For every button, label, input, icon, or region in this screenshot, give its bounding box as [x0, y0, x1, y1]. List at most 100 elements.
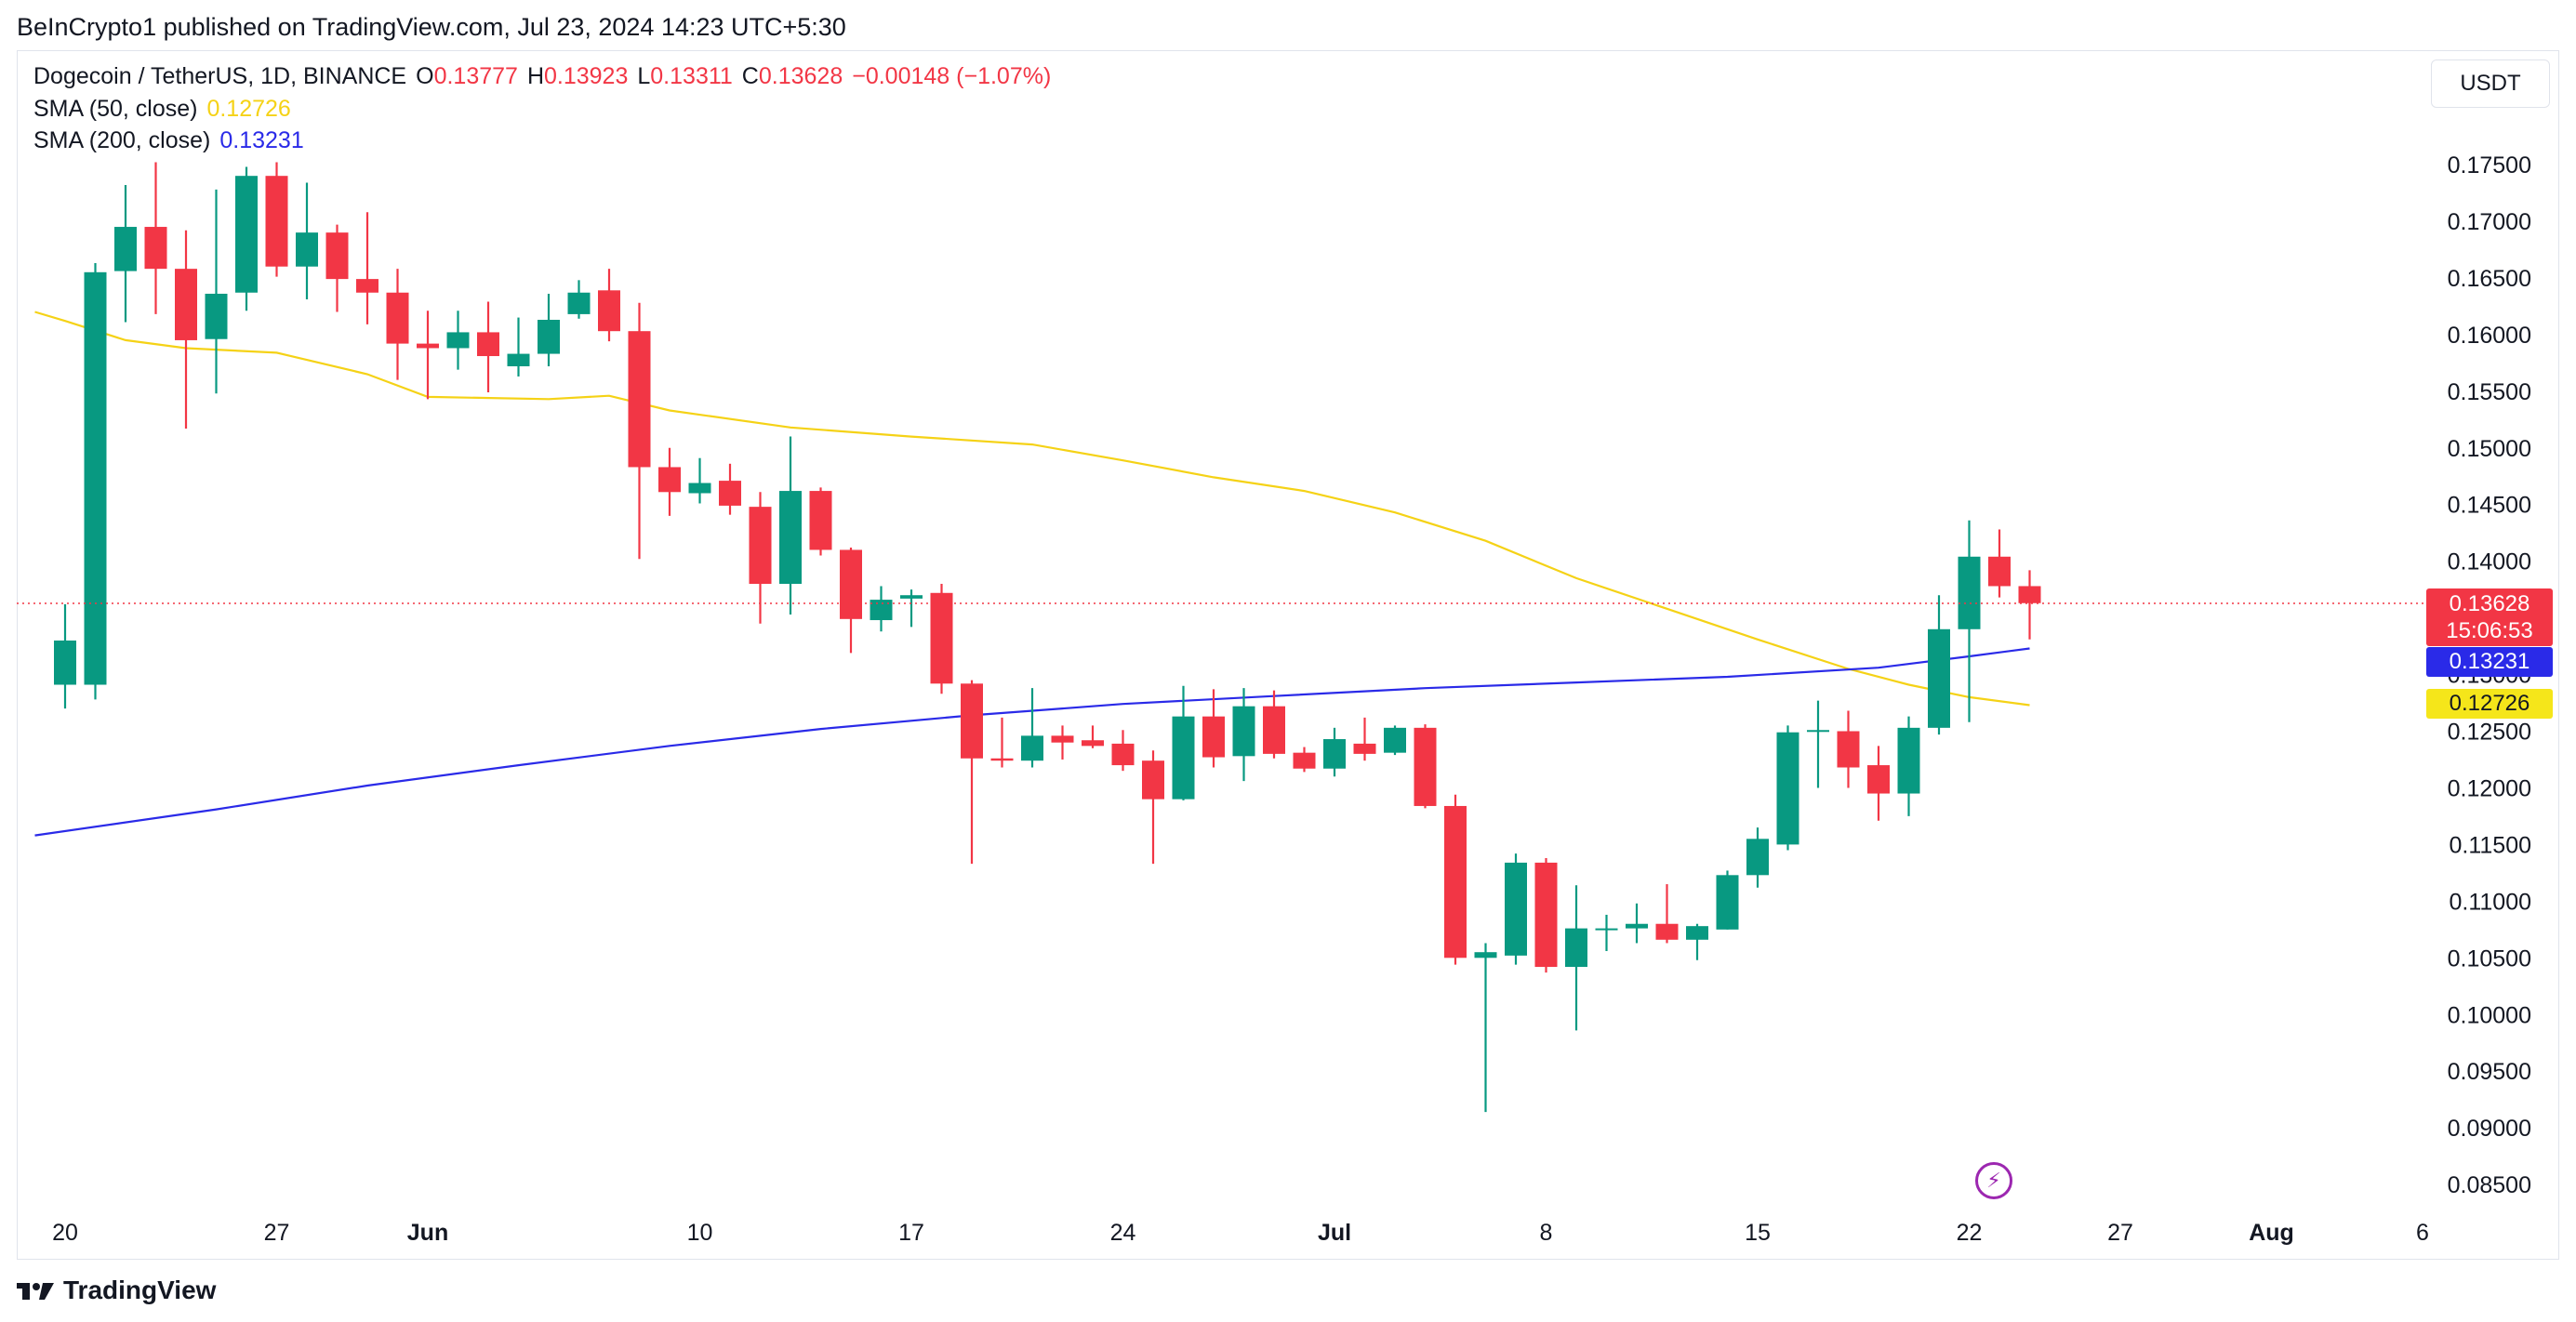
candle[interactable] [1353, 717, 1376, 761]
candle[interactable] [900, 589, 923, 628]
candle[interactable] [1384, 725, 1406, 756]
price-tick-label: 0.15000 [2448, 436, 2531, 462]
candle[interactable] [658, 447, 681, 516]
candle-body [417, 343, 439, 349]
candle[interactable] [1746, 827, 1769, 888]
candle-body [205, 293, 228, 339]
price-tick-label: 0.09500 [2448, 1059, 2531, 1085]
candle[interactable] [779, 436, 802, 615]
candle[interactable] [538, 293, 560, 366]
candle-body [1082, 740, 1104, 747]
legend-sma50-row[interactable]: SMA (50, close) 0.12726 [33, 96, 300, 123]
candle[interactable] [235, 166, 258, 311]
candle[interactable] [1626, 903, 1648, 944]
candle[interactable] [205, 189, 228, 394]
candle[interactable] [1565, 885, 1587, 1031]
candle[interactable] [1082, 725, 1104, 748]
candle[interactable] [1807, 700, 1829, 788]
legend-sma200-row[interactable]: SMA (200, close) 0.13231 [33, 127, 313, 154]
candle[interactable] [598, 269, 620, 342]
candle-body [1051, 735, 1074, 743]
candle[interactable] [1686, 923, 1708, 960]
candle[interactable] [809, 487, 832, 556]
candle[interactable] [446, 311, 470, 370]
candle[interactable] [1142, 750, 1164, 865]
candle[interactable] [1595, 914, 1618, 951]
candle[interactable] [1202, 689, 1225, 768]
candle[interactable] [114, 184, 137, 323]
candle-body [386, 292, 409, 344]
legend-symbol-row: Dogecoin / TetherUS, 1D, BINANCE O0.13777… [33, 63, 1060, 90]
candle[interactable] [175, 230, 197, 430]
candle[interactable] [1111, 730, 1135, 772]
sma200-value: 0.13231 [219, 127, 304, 153]
candle[interactable] [265, 162, 288, 277]
lightning-icon[interactable]: ⚡ [1975, 1162, 2012, 1199]
price-tick-label: 0.11000 [2449, 889, 2531, 915]
candle[interactable] [1051, 725, 1074, 760]
currency-unit-selector[interactable]: USDT [2431, 59, 2550, 108]
candle-body [628, 331, 651, 468]
candle[interactable] [930, 584, 953, 694]
candle[interactable] [840, 548, 862, 654]
candle[interactable] [719, 463, 741, 515]
candle[interactable] [2018, 570, 2041, 640]
candle[interactable] [1776, 725, 1799, 851]
candle[interactable] [325, 224, 349, 312]
candle-body [1111, 743, 1135, 766]
candle[interactable] [144, 162, 167, 314]
candle[interactable] [1505, 853, 1527, 965]
candle[interactable] [749, 492, 772, 624]
candle[interactable] [990, 717, 1014, 768]
candle[interactable] [1414, 724, 1437, 809]
candle[interactable] [1021, 688, 1043, 768]
candle[interactable] [1928, 595, 1950, 735]
candle-body [1384, 727, 1406, 753]
time-tick-label: 27 [2107, 1220, 2133, 1246]
price-tick-label: 0.09000 [2448, 1116, 2531, 1142]
candle[interactable] [477, 301, 499, 393]
candle[interactable] [1263, 690, 1285, 759]
candle[interactable] [1474, 943, 1497, 1113]
time-tick-label: Aug [2249, 1220, 2294, 1246]
candle[interactable] [1172, 685, 1195, 800]
candle[interactable] [507, 317, 530, 377]
candle[interactable] [688, 457, 711, 504]
candle[interactable] [1897, 716, 1920, 816]
candle[interactable] [628, 302, 651, 560]
candle-body [507, 353, 530, 366]
candle[interactable] [1988, 529, 2011, 598]
time-tick-label: 8 [1540, 1220, 1553, 1246]
candle[interactable] [1867, 746, 1890, 821]
candle[interactable] [1323, 727, 1346, 777]
candle[interactable] [84, 263, 107, 700]
candle[interactable] [54, 603, 76, 709]
candle[interactable] [1958, 520, 1981, 722]
price-tick-label: 0.11500 [2449, 832, 2531, 858]
candle[interactable] [296, 182, 318, 300]
candle[interactable] [1534, 858, 1558, 973]
candle[interactable] [961, 680, 983, 865]
candle[interactable] [1444, 794, 1467, 965]
tradingview-logo[interactable]: TradingView [17, 1276, 216, 1305]
candle[interactable] [417, 311, 439, 400]
candle[interactable] [386, 269, 409, 380]
candle-body [84, 271, 107, 685]
time-tick-label: 6 [2416, 1220, 2429, 1246]
symbol-title[interactable]: Dogecoin / TetherUS, 1D, BINANCE [33, 63, 407, 89]
close-label: C [741, 63, 759, 89]
candle[interactable] [1716, 870, 1739, 930]
sma200-line[interactable] [34, 647, 2030, 837]
candle[interactable] [870, 586, 893, 632]
candle[interactable] [1655, 884, 1679, 944]
candle[interactable] [567, 280, 591, 319]
candle[interactable] [1293, 747, 1316, 773]
candle[interactable] [356, 212, 378, 324]
candle[interactable] [1232, 688, 1255, 782]
candle[interactable] [1837, 710, 1860, 788]
time-tick-label: 15 [1745, 1220, 1771, 1246]
candle-body [961, 683, 983, 759]
price-tick-label: 0.12500 [2448, 720, 2531, 746]
sma50-line[interactable] [34, 311, 2030, 707]
